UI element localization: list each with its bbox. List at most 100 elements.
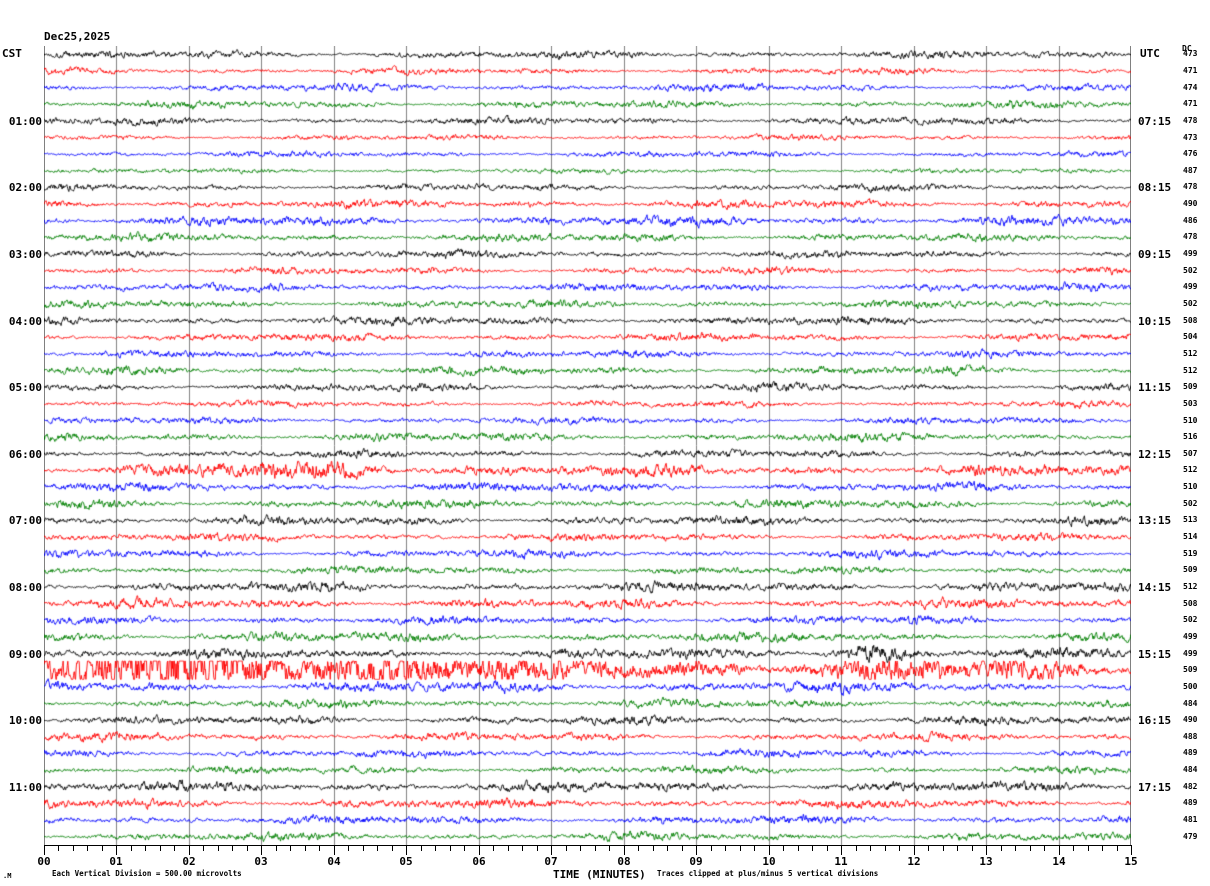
dc-value: 510 [1183,482,1198,492]
axis-tick-minor [537,846,538,851]
hour-label-utc: 16:15 [1138,714,1172,728]
axis-tick-major [261,846,262,855]
hour-label-cst: 05:00 [8,381,42,395]
dc-value: 478 [1183,115,1198,125]
axis-tick-major [769,846,770,855]
hour-label-utc: 08:15 [1138,181,1172,195]
axis-tick-minor [232,846,233,851]
axis-tick-minor [377,846,378,851]
cst-axis-label: CST [2,47,22,60]
hour-label-cst: 06:00 [8,447,42,461]
hour-label-utc: 10:15 [1138,314,1172,328]
axis-tick-minor [595,846,596,851]
hour-label-utc: 07:15 [1138,114,1172,128]
minute-tick-label: 07 [544,855,558,868]
dc-value: 503 [1183,398,1198,408]
axis-tick-minor [508,846,509,851]
dc-value: 514 [1183,532,1198,542]
dc-value: 478 [1183,232,1198,242]
axis-tick-major [914,846,915,855]
dc-value: 508 [1183,315,1198,325]
header-date: Dec25,2025 [44,30,111,43]
axis-tick-minor [1044,846,1045,851]
dc-value: 499 [1183,631,1198,641]
axis-tick-minor [653,846,654,851]
corner-mark: .M [3,872,12,880]
hour-label-cst: 02:00 [8,181,42,195]
axis-tick-minor [493,846,494,851]
dc-value: 509 [1183,565,1198,575]
axis-tick-minor [682,846,683,851]
axis-tick-minor [638,846,639,851]
axis-tick-minor [131,846,132,851]
axis-tick-major [696,846,697,855]
axis-tick-minor [827,846,828,851]
hour-label-utc: 13:15 [1138,514,1172,528]
clip-note: Traces clipped at plus/minus 5 vertical … [657,869,879,878]
minute-tick-label: 14 [1052,855,1066,868]
axis-tick-minor [363,846,364,851]
axis-tick-major [116,846,117,855]
hour-label-cst: 11:00 [8,780,42,794]
dc-value: 510 [1183,415,1198,425]
dc-value: 484 [1183,765,1198,775]
axis-tick-minor [174,846,175,851]
axis-tick-minor [1088,846,1089,851]
dc-value: 474 [1183,82,1198,92]
dc-value: 487 [1183,165,1198,175]
minute-tick-label: 00 [37,855,51,868]
axis-tick-minor [754,846,755,851]
axis-tick-minor [609,846,610,851]
axis-tick-major [189,846,190,855]
axis-tick-minor [740,846,741,851]
axis-tick-minor [972,846,973,851]
dc-value: 502 [1183,615,1198,625]
dc-value: 507 [1183,448,1198,458]
axis-tick-major [479,846,480,855]
dc-value: 471 [1183,99,1198,109]
axis-tick-minor [522,846,523,851]
axis-tick-major [841,846,842,855]
dc-value: 516 [1183,432,1198,442]
axis-tick-minor [218,846,219,851]
dc-value: 504 [1183,332,1198,342]
hour-label-utc: 09:15 [1138,248,1172,262]
axis-tick-minor [928,846,929,851]
dc-value: 499 [1183,249,1198,259]
axis-tick-minor [870,846,871,851]
axis-tick-minor [290,846,291,851]
dc-value: 512 [1183,465,1198,475]
axis-tick-major [986,846,987,855]
axis-tick-minor [1030,846,1031,851]
minute-tick-label: 13 [979,855,993,868]
hour-label-cst: 04:00 [8,314,42,328]
hour-label-cst: 08:00 [8,580,42,594]
dc-value: 500 [1183,681,1198,691]
x-axis-line [44,845,1132,846]
axis-tick-minor [899,846,900,851]
axis-tick-major [406,846,407,855]
hour-label-cst: 07:00 [8,514,42,528]
hour-label-cst: 10:00 [8,714,42,728]
hour-label-cst: 01:00 [8,114,42,128]
dc-value: 481 [1183,815,1198,825]
axis-tick-minor [943,846,944,851]
axis-tick-minor [783,846,784,851]
hour-label-cst: 03:00 [8,248,42,262]
axis-tick-major [1131,846,1132,855]
axis-tick-minor [160,846,161,851]
minute-tick-label: 08 [617,855,631,868]
hour-label-utc: 17:15 [1138,780,1172,794]
axis-tick-minor [305,846,306,851]
axis-tick-minor [87,846,88,851]
dc-value: 484 [1183,698,1198,708]
axis-tick-minor [102,846,103,851]
dc-value: 488 [1183,731,1198,741]
axis-tick-minor [711,846,712,851]
dc-value: 490 [1183,715,1198,725]
dc-value: 479 [1183,831,1198,841]
minute-tick-label: 03 [254,855,268,868]
axis-tick-major [44,846,45,855]
axis-tick-major [624,846,625,855]
